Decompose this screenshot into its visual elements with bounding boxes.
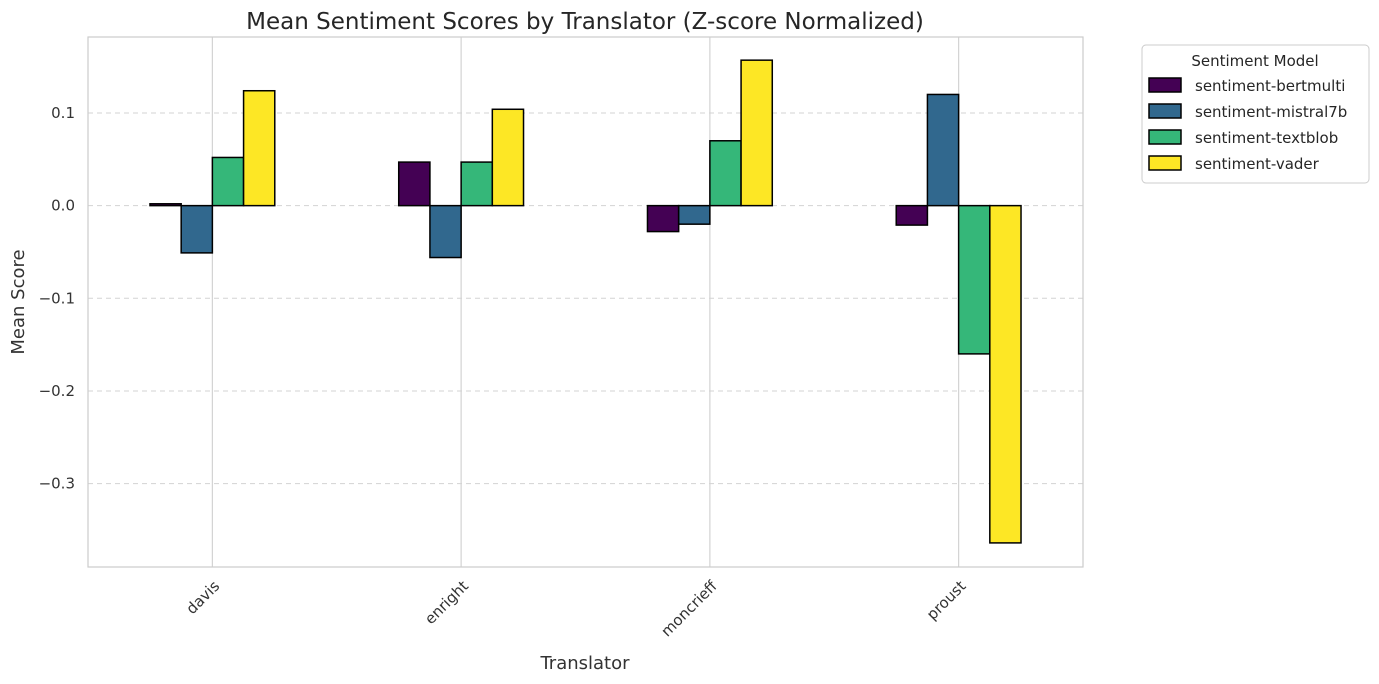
bar-sentiment-vader-proust — [989, 204, 1022, 544]
bar-sentiment-mistral7b-enright — [429, 204, 462, 259]
legend-label: sentiment-vader — [1195, 155, 1320, 173]
legend-label: sentiment-textblob — [1195, 129, 1338, 147]
bar-sentiment-bertmulti-enright — [397, 161, 431, 207]
x-tick-label: proust — [923, 577, 970, 624]
y-tick-label: 0.0 — [51, 197, 75, 215]
bar-sentiment-vader-davis — [242, 89, 276, 207]
x-axis-label: Translator — [539, 653, 630, 674]
y-tick-label: 0.1 — [51, 104, 75, 122]
legend-label: sentiment-bertmulti — [1195, 77, 1345, 95]
legend: Sentiment Model sentiment-bertmultisenti… — [1141, 44, 1370, 184]
legend-swatch — [1148, 155, 1182, 171]
x-tick-label: davis — [182, 577, 223, 618]
bar-sentiment-textblob-davis — [211, 156, 245, 207]
bar-sentiment-bertmulti-moncrieff — [646, 204, 680, 233]
legend-swatch — [1148, 103, 1182, 119]
legend-label: sentiment-mistral7b — [1195, 103, 1347, 121]
legend-items: sentiment-bertmulti sentiment-mistral7b se… — [1148, 77, 1347, 173]
y-tick-label: −0.1 — [39, 289, 75, 307]
chart-title: Mean Sentiment Scores by Translator (Z-s… — [246, 9, 924, 35]
bar-sentiment-vader-enright — [491, 108, 525, 207]
y-axis-ticks: 0.1 0.0 −0.1 −0.2 −0.3 — [39, 104, 75, 493]
x-axis-ticks: davis enright moncrieff proust — [182, 577, 969, 641]
x-tick-label: enright — [421, 577, 472, 628]
legend-frame — [1141, 44, 1370, 184]
bar-sentiment-mistral7b-davis — [180, 204, 214, 254]
legend-title: Sentiment Model — [1191, 52, 1318, 70]
bar-sentiment-mistral7b-proust — [926, 93, 960, 207]
x-tick-label: moncrieff — [657, 577, 721, 641]
bar-sentiment-textblob-proust — [957, 204, 991, 355]
bar-sentiment-textblob-enright — [460, 161, 494, 207]
bar-sentiment-mistral7b-moncrieff — [677, 204, 711, 225]
y-tick-label: −0.2 — [39, 382, 75, 400]
y-axis-label: Mean Score — [8, 249, 29, 354]
bars-layer — [149, 59, 1022, 544]
legend-swatch — [1148, 77, 1182, 93]
y-tick-label: −0.3 — [39, 475, 75, 493]
legend-swatch — [1148, 129, 1182, 145]
bar-sentiment-vader-moncrieff — [740, 59, 774, 207]
plot-frame — [87, 36, 1084, 568]
bar-sentiment-bertmulti-proust — [895, 204, 929, 226]
bar-sentiment-bertmulti-davis — [149, 203, 182, 207]
bar-sentiment-textblob-moncrieff — [709, 140, 742, 207]
